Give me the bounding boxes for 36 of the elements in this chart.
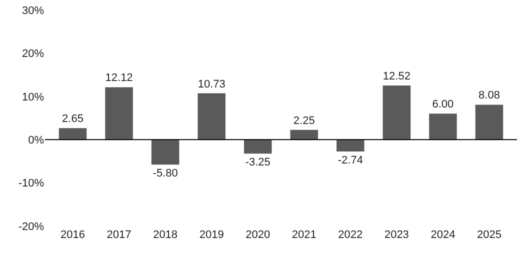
- x-tick-label: 2016: [60, 229, 85, 241]
- y-tick-label: 10%: [22, 91, 44, 104]
- bar: [382, 86, 411, 140]
- data-label: 12.12: [105, 72, 133, 84]
- data-label: 6.00: [432, 98, 454, 111]
- x-tick-label: 2023: [384, 229, 409, 241]
- x-tick-label: 2018: [153, 229, 178, 241]
- x-tick-label: 2022: [338, 229, 363, 241]
- bar: [290, 130, 318, 140]
- bar: [475, 104, 504, 140]
- data-label: -5.80: [152, 168, 178, 180]
- y-tick-label: -20%: [18, 220, 44, 233]
- data-label: -3.25: [245, 156, 270, 169]
- x-tick-label: 2021: [292, 229, 316, 241]
- bar: [244, 140, 272, 154]
- bar: [58, 128, 87, 140]
- y-tick-label: 30%: [22, 4, 44, 17]
- data-label: 8.08: [478, 90, 500, 102]
- y-tick-label: 20%: [22, 48, 44, 60]
- y-tick-label: -10%: [18, 178, 44, 190]
- x-tick-label: 2017: [106, 229, 132, 241]
- x-tick-label: 2024: [430, 229, 456, 241]
- bar: [198, 93, 226, 140]
- data-label: 12.52: [382, 70, 410, 83]
- bar: [429, 114, 457, 140]
- data-label: 2.25: [293, 114, 315, 127]
- y-tick-label: 0%: [28, 134, 44, 146]
- x-tick-label: 2020: [246, 229, 270, 241]
- data-label: 2.65: [62, 113, 84, 126]
- data-label: 10.73: [198, 78, 226, 90]
- x-tick-label: 2025: [477, 229, 502, 241]
- bar: [336, 140, 364, 152]
- bar: [105, 87, 133, 140]
- x-tick-label: 2019: [199, 229, 224, 241]
- data-label: -2.74: [338, 154, 363, 166]
- bar: [151, 140, 180, 165]
